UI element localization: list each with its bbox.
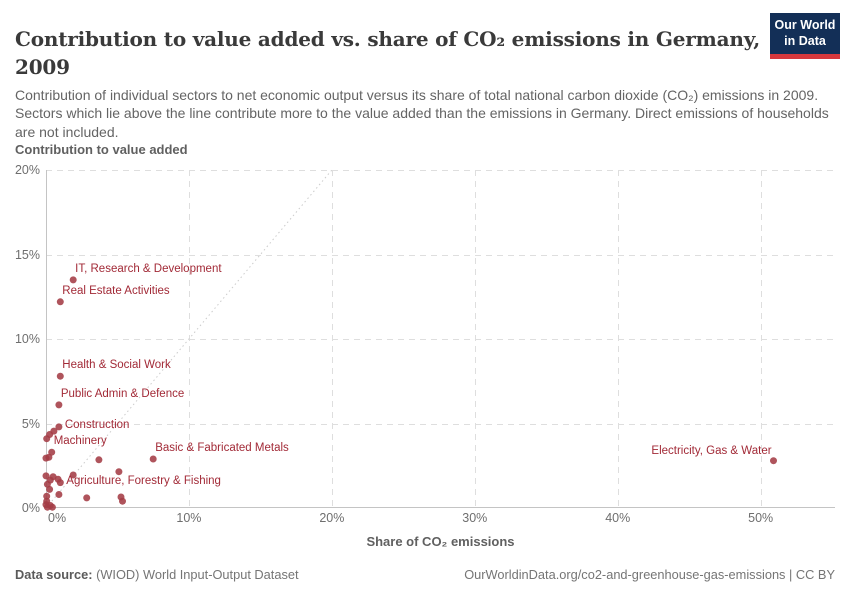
data-point[interactable]	[43, 435, 51, 443]
data-point[interactable]	[43, 492, 51, 500]
diagonal-parity-line	[45, 169, 333, 509]
data-point[interactable]	[95, 456, 103, 464]
data-point[interactable]	[56, 372, 64, 380]
data-point[interactable]	[119, 497, 126, 505]
y-tick-label: 0%	[21, 501, 40, 515]
y-tick-label: 5%	[21, 416, 40, 431]
data-point[interactable]	[42, 454, 50, 462]
x-tick-label: 40%	[605, 511, 631, 525]
y-tick-label: 20%	[14, 163, 40, 177]
x-tick-label: 50%	[748, 511, 774, 525]
data-point[interactable]	[43, 503, 51, 511]
x-tick-label: 20%	[319, 511, 345, 525]
data-point[interactable]	[54, 475, 62, 483]
owid-logo[interactable]: Our World in Data	[770, 13, 840, 60]
y-axis-tick-labels: 0% 5% 10% 15% 20%	[0, 163, 40, 515]
data-point[interactable]	[55, 423, 63, 431]
data-point[interactable]	[69, 276, 77, 284]
y-tick-label: 10%	[14, 332, 40, 346]
x-axis-tick-labels: 0% 10% 20% 30% 40% 50%	[0, 511, 850, 527]
chart-subtitle: Contribution of individual sectors to ne…	[15, 87, 829, 140]
data-point[interactable]	[48, 448, 56, 456]
owid-logo-line2: in Data	[784, 33, 826, 48]
x-tick-label: 10%	[176, 511, 202, 525]
data-point[interactable]	[69, 471, 77, 479]
data-point[interactable]	[115, 468, 123, 476]
y-axis-title: Contribution to value added	[15, 142, 188, 157]
data-point[interactable]	[55, 491, 63, 498]
page-title: Contribution to value added vs. share of…	[15, 25, 760, 81]
page-title-line1: Contribution to value added vs. share of…	[15, 27, 760, 52]
y-tick-label: 15%	[14, 247, 40, 262]
data-point[interactable]	[55, 401, 63, 409]
owid-logo-line1: Our World	[774, 18, 836, 32]
data-source-label: Data source:	[15, 567, 93, 582]
page-title-line2: 2009	[15, 55, 70, 80]
scatter-canvas	[42, 169, 835, 511]
data-source: Data source: (WIOD) World Input-Output D…	[15, 567, 299, 582]
data-point[interactable]	[149, 455, 157, 463]
data-point[interactable]	[56, 298, 64, 306]
data-point[interactable]	[46, 485, 54, 493]
footer: Data source: (WIOD) World Input-Output D…	[15, 567, 835, 582]
data-point[interactable]	[48, 503, 56, 511]
data-point[interactable]	[42, 472, 50, 480]
license-link[interactable]: OurWorldinData.org/co2-and-greenhouse-ga…	[464, 567, 835, 582]
x-axis-title: Share of CO₂ emissions	[366, 534, 515, 549]
x-tick-label: 0%	[48, 511, 67, 525]
plot-area: IT, Research & Development Real Estate Ac…	[42, 169, 835, 511]
data-source-value: (WIOD) World Input-Output Dataset	[92, 567, 299, 582]
x-tick-label: 30%	[462, 511, 488, 525]
data-point[interactable]	[83, 494, 91, 502]
data-point[interactable]	[770, 457, 777, 465]
